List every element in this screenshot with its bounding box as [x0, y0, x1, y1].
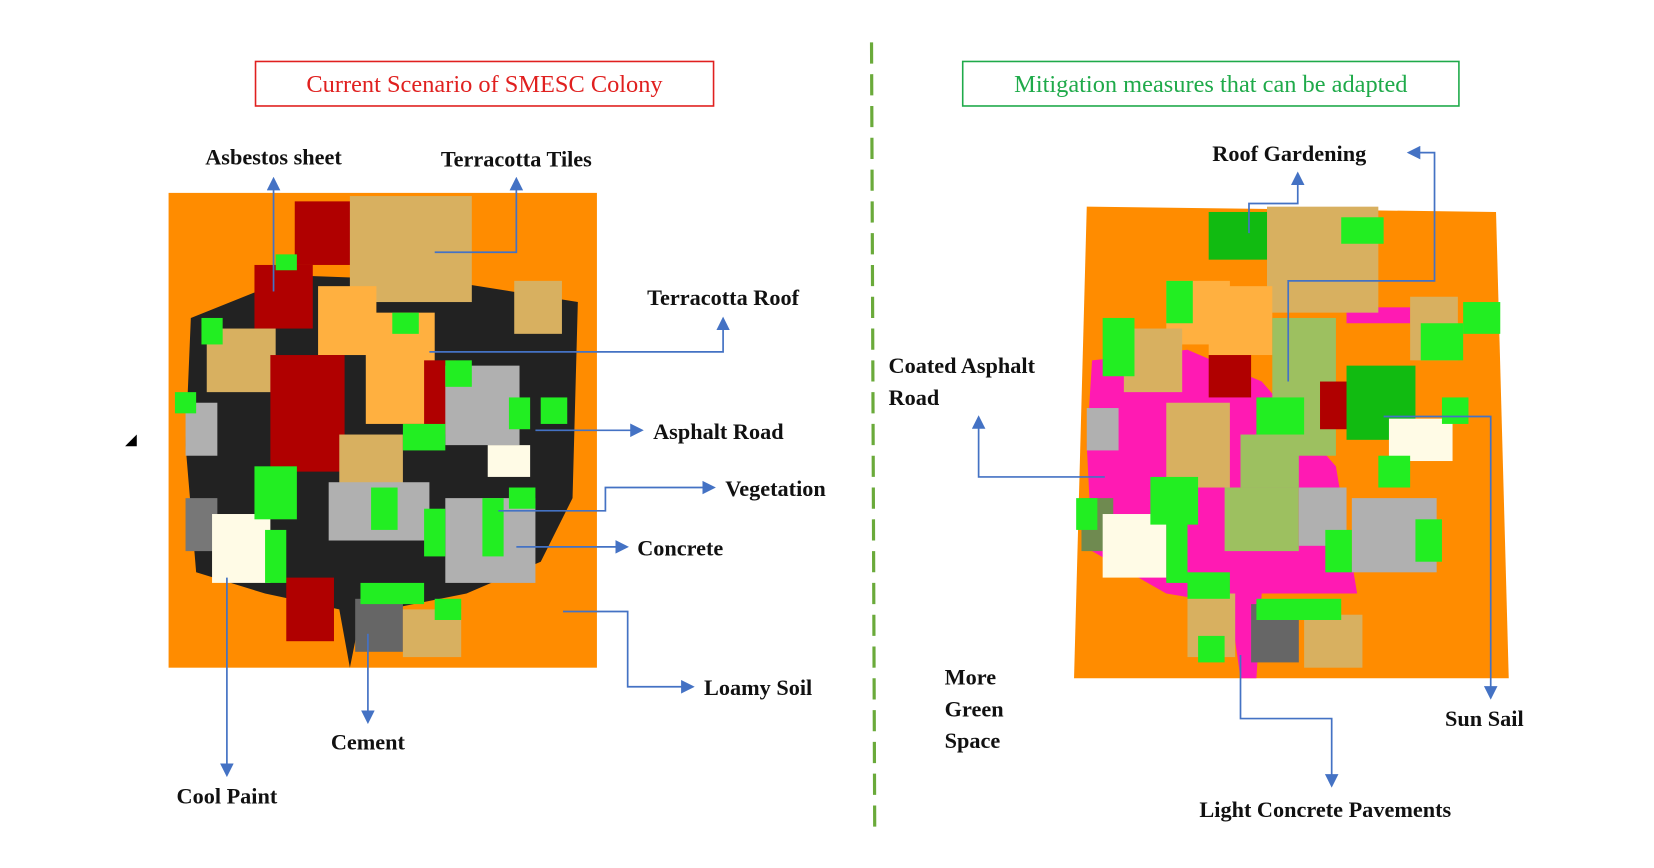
panel-divider [869, 42, 877, 829]
label-concrete: Concrete [637, 535, 723, 560]
label-more-green-space-1: More [945, 665, 997, 690]
left-title: Current Scenario of SMESC Colony [306, 71, 663, 98]
label-terracotta-tiles: Terracotta Tiles [441, 146, 592, 171]
label-sun-sail: Sun Sail [1445, 706, 1524, 731]
label-terracotta-roof: Terracotta Roof [647, 285, 799, 310]
right-title: Mitigation measures that can be adapted [1014, 71, 1407, 98]
label-more-green-space-3: Space [945, 728, 1001, 753]
current-scenario-map [125, 192, 597, 668]
left-title-box: Current Scenario of SMESC Colony [254, 60, 715, 107]
label-asphalt-road: Asphalt Road [653, 419, 784, 444]
corner-marker [125, 434, 137, 447]
label-light-concrete-pavements: Light Concrete Pavements [1199, 797, 1451, 822]
label-asbestos-sheet: Asbestos sheet [205, 144, 342, 169]
label-vegetation: Vegetation [725, 476, 826, 501]
label-loamy-soil: Loamy Soil [704, 675, 812, 700]
right-callout-lines [971, 145, 1498, 788]
label-cool-paint: Cool Paint [177, 783, 278, 808]
left-callout-lines [220, 176, 730, 778]
label-roof-gardening: Roof Gardening [1212, 141, 1366, 166]
mitigation-map [1074, 206, 1509, 679]
label-cement: Cement [331, 729, 406, 754]
right-title-box: Mitigation measures that can be adapted [961, 60, 1460, 107]
label-coated-asphalt-road-1: Coated Asphalt [888, 353, 1035, 378]
label-more-green-space-2: Green [945, 696, 1005, 721]
label-coated-asphalt-road-2: Road [888, 385, 939, 410]
